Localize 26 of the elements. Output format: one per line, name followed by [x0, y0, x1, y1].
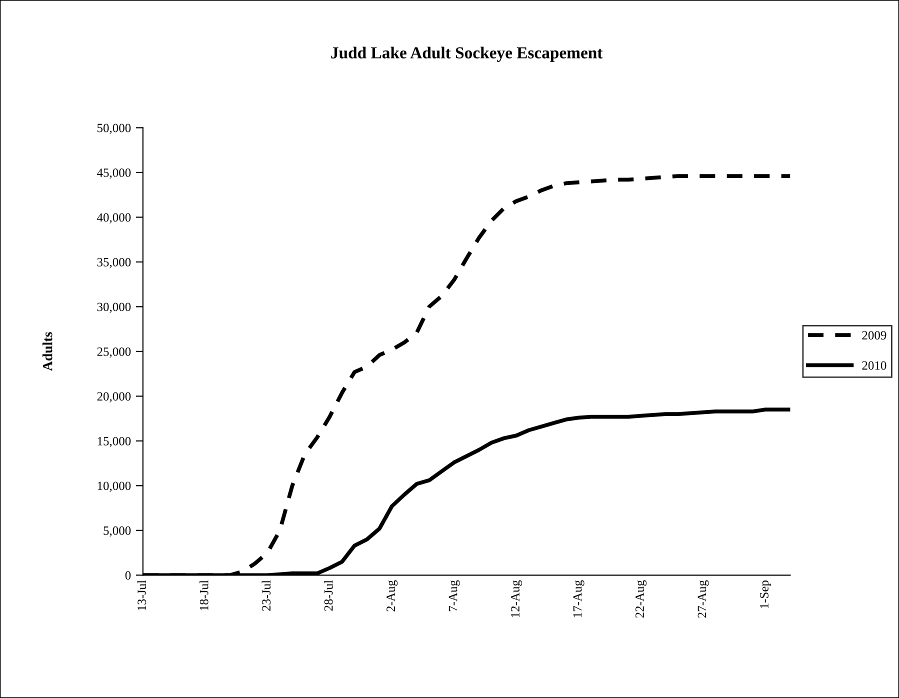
y-tick-label: 30,000 — [97, 302, 131, 313]
y-tick-label: 40,000 — [97, 213, 131, 224]
y-tick-label: 5,000 — [104, 526, 131, 537]
chart-title: Judd Lake Adult Sockeye Escapement — [331, 46, 603, 62]
x-tick-label: 1-Sep — [760, 580, 771, 608]
x-tick-label: 23-Jul — [262, 580, 271, 611]
y-tick-label: 20,000 — [97, 392, 131, 402]
y-tick-label: 15,000 — [98, 436, 131, 448]
x-tick-label: 17-Aug — [573, 580, 584, 618]
y-axis-title: Adults — [42, 332, 52, 371]
y-tick-label: 10,000 — [98, 482, 131, 492]
y-tick-label: 25,000 — [97, 347, 131, 358]
x-tick-label: 13-Jul — [137, 580, 146, 610]
y-tick-label: 35,000 — [97, 258, 131, 268]
x-tick-label: 12-Aug — [511, 580, 522, 618]
x-tick-label: 22-Aug — [636, 580, 647, 618]
y-tick-label: 50,000 — [97, 124, 131, 134]
x-tick-label: 27-Aug — [698, 580, 709, 618]
x-tick-label: 2-Aug — [386, 580, 398, 612]
y-tick-label: 45,000 — [97, 168, 131, 179]
legend-label: 2009 — [862, 331, 886, 340]
x-tick-label: 28-Jul — [324, 580, 333, 611]
x-tick-label: 18-Jul — [200, 580, 208, 610]
legend-label: 2010 — [862, 361, 886, 370]
x-tick-label: 7-Aug — [448, 580, 460, 612]
y-tick-label: 0 — [125, 571, 131, 580]
